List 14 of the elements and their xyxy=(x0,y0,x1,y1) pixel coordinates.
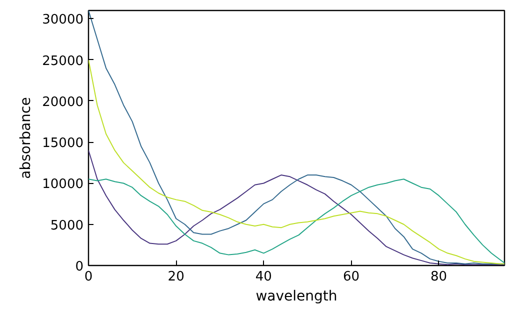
x-tick-label: 20 xyxy=(168,270,184,284)
y-tick-label: 20000 xyxy=(42,94,84,110)
y-tick-label: 30000 xyxy=(42,12,84,28)
y-axis-title: absorbance xyxy=(18,97,34,179)
x-tick-label: 60 xyxy=(342,270,360,284)
x-tick-label: 80 xyxy=(430,270,448,284)
y-tick-label: 10000 xyxy=(42,177,84,192)
y-tick-label: 0 xyxy=(75,260,84,274)
line-series xyxy=(88,10,504,264)
y-tick-label: 5000 xyxy=(50,218,84,234)
x-tick-label: 40 xyxy=(255,270,272,284)
x-axis-title: wavelength xyxy=(256,288,338,304)
y-tick-label: 15000 xyxy=(42,136,84,152)
y-tick-label: 25000 xyxy=(42,54,84,69)
